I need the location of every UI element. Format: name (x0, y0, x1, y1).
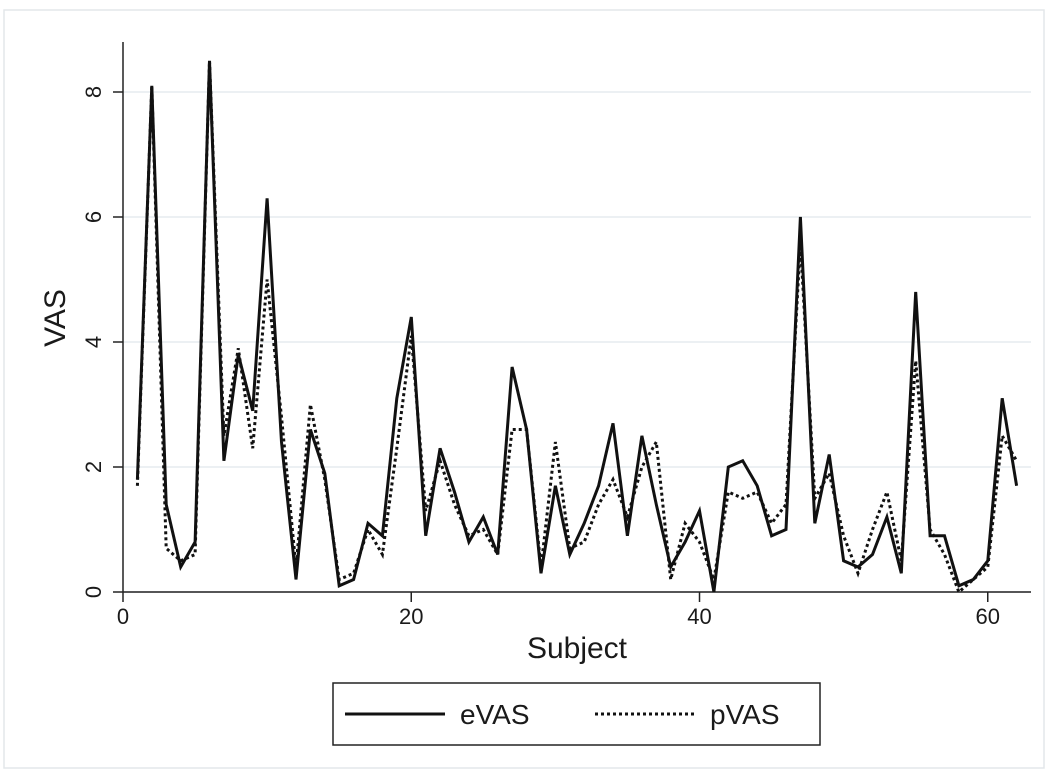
series-lines (135, 60, 1019, 595)
x-axis-title: Subject (527, 632, 628, 665)
x-tick-label-60: 60 (976, 604, 1000, 629)
legend-label-evas: eVAS (460, 699, 530, 730)
y-tick-label-2: 2 (81, 461, 106, 473)
x-tick-label-40: 40 (687, 604, 711, 629)
chart-outer-frame (3, 9, 1045, 769)
y-tick-label-0: 0 (81, 586, 106, 598)
y-tick-label-6: 6 (81, 211, 106, 223)
legend: eVAS pVAS (332, 682, 821, 746)
legend-label-pvas: pVAS (710, 699, 780, 730)
axes: 0 2 4 6 8 0 20 40 60 (81, 42, 1031, 629)
x-tick-label-0: 0 (117, 604, 129, 629)
series-line-evas (135, 60, 1019, 593)
y-axis-title: VAS (39, 289, 72, 347)
y-tick-label-8: 8 (81, 86, 106, 98)
x-tick-label-20: 20 (399, 604, 423, 629)
y-tick-label-4: 4 (81, 336, 106, 348)
